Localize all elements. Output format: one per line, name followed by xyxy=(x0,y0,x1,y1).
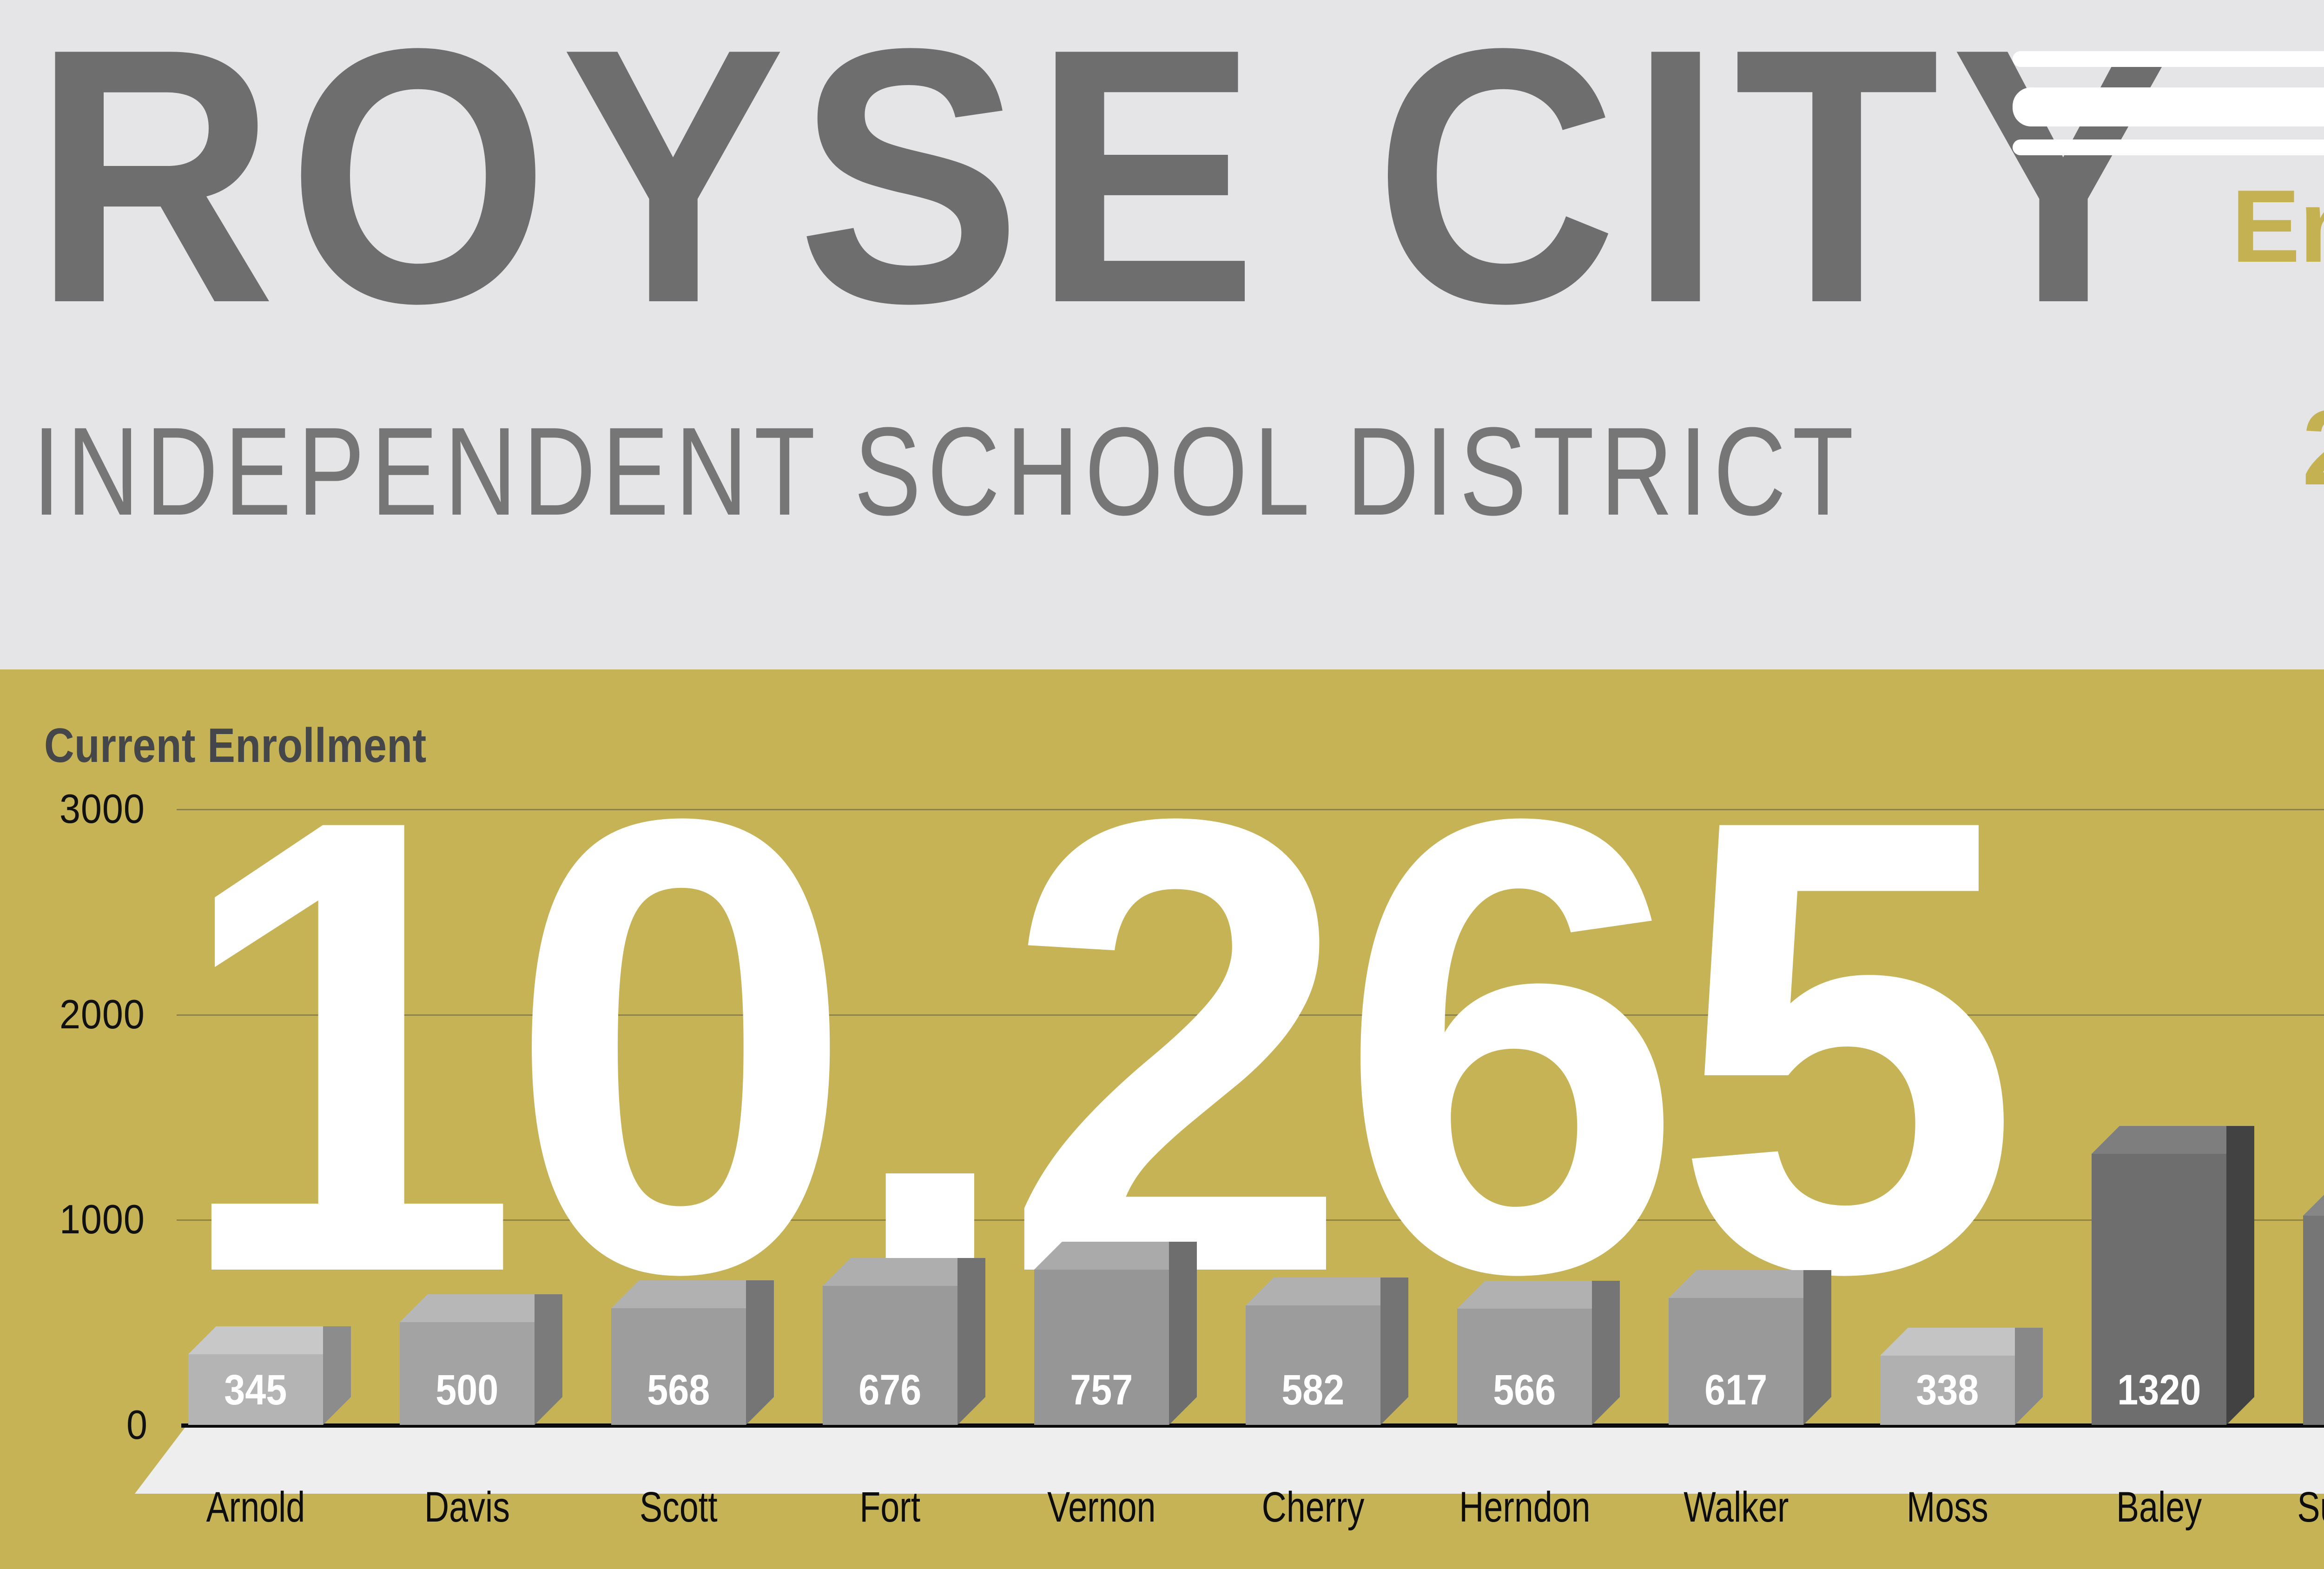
chart-bar-front-face xyxy=(1880,1356,2015,1425)
chart-bar[interactable]: 568 xyxy=(611,1280,774,1425)
chart-bar-value-label: 757 xyxy=(1070,1366,1133,1414)
chart-gridline xyxy=(177,1014,2324,1016)
chart-gridline xyxy=(177,809,2324,810)
chart-bar-front-face xyxy=(823,1286,957,1425)
chart-plot-area: 0 1000 2000 3000 xyxy=(0,669,2324,1569)
chart-bar[interactable]: 582 xyxy=(1246,1278,1408,1425)
chart-bar-side-face xyxy=(2015,1328,2043,1425)
chart-bars-group: 345500568676757582566617338132010182897 xyxy=(188,1126,2324,1425)
chart-x-label-vernon: Vernon xyxy=(1047,1483,1156,1531)
chart-bar-value-label: 1018 xyxy=(2303,1366,2324,1415)
chart-x-label-fort: Fort xyxy=(859,1483,921,1531)
chart-x-label-arnold: Arnold xyxy=(206,1483,305,1531)
as-of-block: Enrollment as of 2/12/2026 xyxy=(2008,172,2324,504)
chart-bar-front-face xyxy=(1457,1309,1592,1425)
chart-bar[interactable]: 676 xyxy=(823,1258,985,1425)
chart-y-tick-label: 1000 xyxy=(59,1196,145,1243)
chart-x-label-scott: Scott xyxy=(640,1483,718,1531)
chart-bar-side-face xyxy=(323,1326,351,1425)
chart-x-label-baley: Baley xyxy=(2116,1483,2202,1531)
chart-x-label-cherry: Cherry xyxy=(1261,1483,1365,1531)
chart-bar[interactable]: 338 xyxy=(1880,1328,2043,1425)
chart-bar-value-label: 582 xyxy=(1281,1366,1345,1414)
chart-bar[interactable]: 566 xyxy=(1457,1281,1620,1425)
page-title: ROYSE CITY xyxy=(33,0,2187,378)
chart-x-label-davis: Davis xyxy=(424,1483,510,1531)
chart-bar[interactable]: 500 xyxy=(400,1294,562,1425)
chart-bar-side-face xyxy=(1592,1281,1620,1425)
chart-bar-front-face xyxy=(188,1354,323,1425)
chart-y-tick-label: 2000 xyxy=(59,991,145,1037)
chart-x-label-summers: Summers xyxy=(2297,1483,2324,1531)
chart-floor-plate xyxy=(135,1426,2324,1494)
chart-bar-value-label: 338 xyxy=(1916,1366,1979,1414)
chart-bar-value-label: 500 xyxy=(436,1366,499,1414)
chart-x-axis-labels: Arnold Davis Scott Fort Vernon Cherry Herndon W… xyxy=(0,1483,2324,1543)
chart-bar[interactable]: 345 xyxy=(188,1326,351,1425)
page-subtitle: INDEPENDENT SCHOOL DISTRICT xyxy=(33,402,1860,542)
chart-bar-value-label: 617 xyxy=(1704,1366,1768,1414)
chart-bar-value-label: 345 xyxy=(224,1366,287,1414)
chart-y-tick-label: 0 xyxy=(126,1402,148,1448)
chart-bar-front-face xyxy=(2092,1154,2226,1425)
chart-x-label-herndon: Herndon xyxy=(1459,1483,1591,1531)
chart-axis-line xyxy=(181,1423,2324,1428)
chart-bar-side-face xyxy=(746,1280,774,1425)
chart-x-label-walker: Walker xyxy=(1683,1483,1789,1531)
chart-bar-front-face xyxy=(1669,1298,1803,1425)
header-banner: ROYSE CITY INDEPENDENT SCHOOL DISTRICT E… xyxy=(0,0,2324,669)
decorative-rule-middle xyxy=(2013,87,2324,126)
chart-bar[interactable]: 1320 xyxy=(2092,1126,2254,1425)
chart-bar-value-label: 1320 xyxy=(2117,1366,2201,1414)
as-of-line-enrollment: Enrollment xyxy=(2231,169,2324,284)
chart-x-label-moss: Moss xyxy=(1907,1483,1988,1531)
chart-bar-value-label: 566 xyxy=(1493,1366,1556,1414)
chart-y-tick-label: 3000 xyxy=(59,786,145,832)
chart-gridline xyxy=(177,1219,2324,1221)
chart-bar-top-face xyxy=(2303,1188,2324,1216)
chart-bar-front-face xyxy=(400,1322,535,1425)
chart-bar[interactable]: 757 xyxy=(1034,1242,1197,1425)
decorative-rule-bottom xyxy=(2013,139,2324,155)
chart-bar-side-face xyxy=(1169,1242,1197,1425)
decorative-rule-top xyxy=(2013,51,2324,67)
chart-bar[interactable]: 617 xyxy=(1669,1270,1831,1425)
chart-bar-front-face xyxy=(1034,1270,1169,1425)
chart-bar[interactable]: 1018 xyxy=(2303,1188,2324,1425)
chart-bar-front-face xyxy=(611,1308,746,1425)
chart-bar-side-face xyxy=(535,1294,562,1425)
as-of-line-date: 2/12/2026 xyxy=(2008,391,2324,504)
chart-bar-side-face xyxy=(2226,1126,2254,1425)
chart-bar-front-face xyxy=(2303,1216,2324,1425)
chart-bar-side-face xyxy=(957,1258,985,1425)
chart-bar-front-face xyxy=(1246,1305,1380,1425)
chart-bar-value-label: 676 xyxy=(858,1366,922,1414)
chart-title: Current Enrollment xyxy=(44,719,427,773)
chart-bar-side-face xyxy=(1803,1270,1831,1425)
chart-bar-side-face xyxy=(1380,1278,1408,1425)
chart-bar-value-label: 568 xyxy=(647,1366,710,1414)
